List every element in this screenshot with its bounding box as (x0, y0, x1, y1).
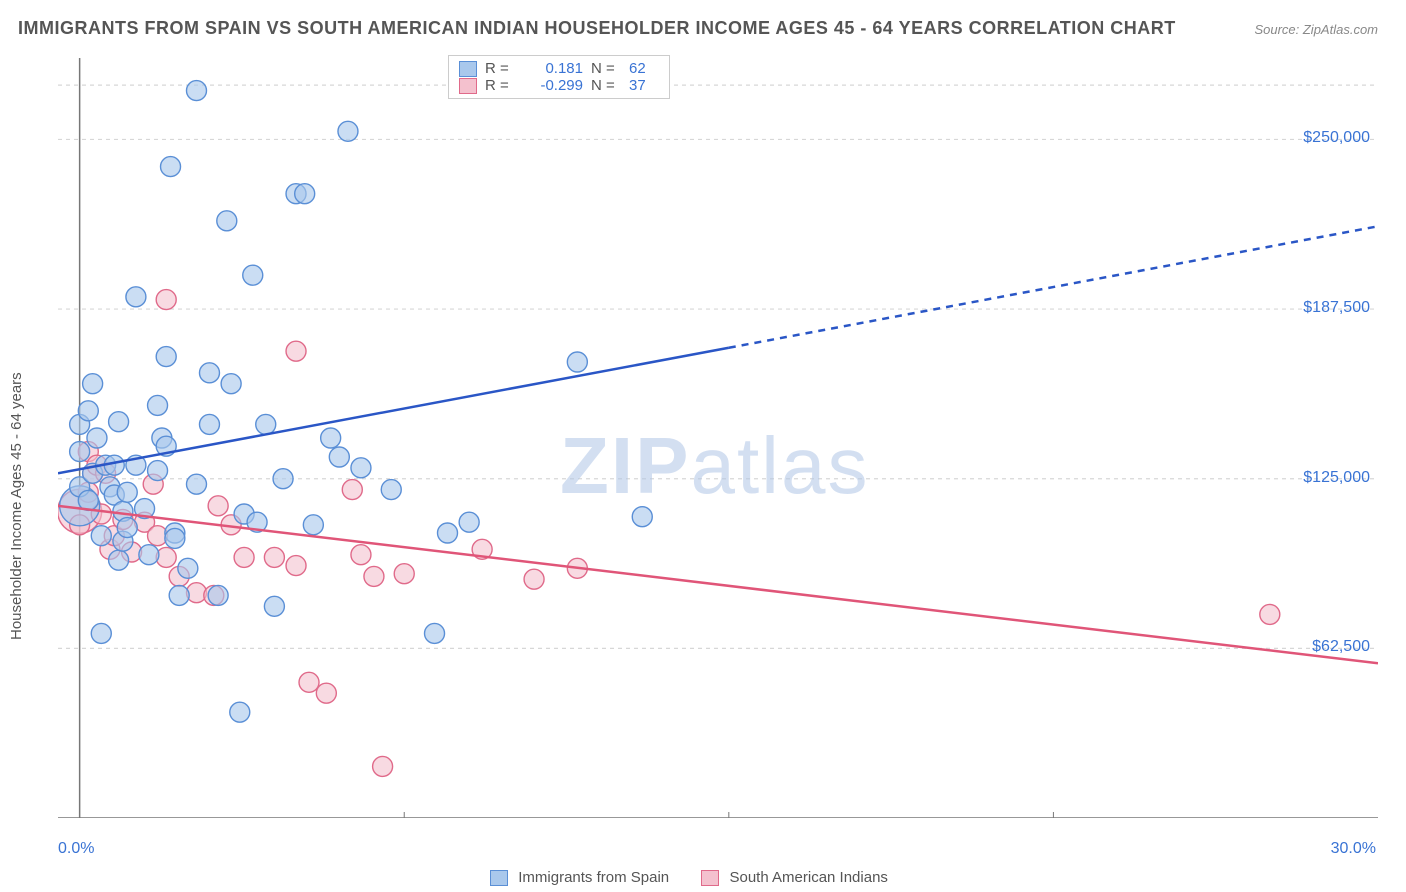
r-label: R = (485, 77, 515, 94)
chart-title: IMMIGRANTS FROM SPAIN VS SOUTH AMERICAN … (18, 18, 1176, 39)
y-axis-label: Householder Income Ages 45 - 64 years (8, 372, 25, 640)
y-tick: $62,500 (1312, 638, 1370, 656)
legend-label-2: South American Indians (729, 869, 887, 886)
n-value-2: 37 (629, 77, 659, 94)
r-value-2: -0.299 (523, 77, 583, 94)
scatter-plot (58, 58, 1378, 818)
x-tick-0: 0.0% (58, 840, 94, 858)
legend-row-series-2: R = -0.299 N = 37 (459, 77, 659, 94)
chart-source: Source: ZipAtlas.com (1254, 22, 1378, 37)
n-label: N = (591, 60, 621, 77)
n-value-1: 62 (629, 60, 659, 77)
legend-label-1: Immigrants from Spain (518, 869, 669, 886)
legend-row-series-1: R = 0.181 N = 62 (459, 60, 659, 77)
correlation-legend: R = 0.181 N = 62 R = -0.299 N = 37 (448, 55, 670, 99)
r-label: R = (485, 60, 515, 77)
r-value-1: 0.181 (523, 60, 583, 77)
y-tick: $250,000 (1303, 129, 1370, 147)
y-tick: $187,500 (1303, 299, 1370, 317)
swatch-series-2 (459, 78, 477, 94)
swatch-series-1 (459, 61, 477, 77)
series-legend: Immigrants from Spain South American Ind… (0, 868, 1406, 886)
x-tick-30: 30.0% (1331, 840, 1376, 858)
swatch-series-1 (490, 870, 508, 886)
n-label: N = (591, 77, 621, 94)
swatch-series-2 (701, 870, 719, 886)
y-tick: $125,000 (1303, 469, 1370, 487)
